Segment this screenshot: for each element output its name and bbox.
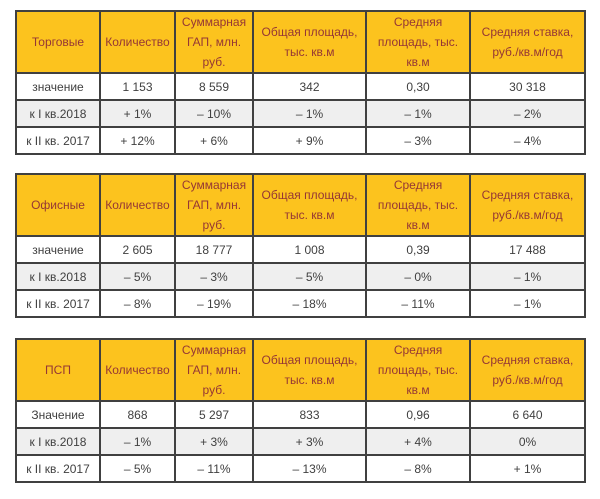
- value-cell: 1 153: [99, 72, 176, 101]
- column-header-avg-area: Средняя площадь, тыс. кв.м: [365, 10, 471, 74]
- value-cell: – 11%: [174, 454, 254, 483]
- column-header-total-area: Общая площадь, тыс. кв.м: [252, 173, 367, 237]
- value-cell: 0,96: [365, 400, 471, 429]
- value-cell: 1 008: [252, 235, 367, 264]
- data-row-vs-q2-2017: к II кв. 2017 + 12% + 6% + 9% – 3% – 4%: [15, 126, 586, 155]
- value-cell: 342: [252, 72, 367, 101]
- data-row-vs-q1-2018: к I кв.2018 – 1% + 3% + 3% + 4% 0%: [15, 427, 586, 456]
- value-cell: 6 640: [469, 400, 586, 429]
- value-cell: 2 605: [99, 235, 176, 264]
- value-cell: – 19%: [174, 289, 254, 318]
- row-label: к I кв.2018: [15, 99, 101, 128]
- value-cell: – 5%: [99, 454, 176, 483]
- value-cell: – 1%: [365, 99, 471, 128]
- retail-table: Торговые Количество Суммарная ГАП, млн. …: [15, 10, 586, 155]
- value-cell: 0,30: [365, 72, 471, 101]
- value-cell: + 3%: [252, 427, 367, 456]
- column-header-total-gap: Суммарная ГАП, млн. руб.: [174, 173, 254, 237]
- data-row-vs-q1-2018: к I кв.2018 + 1% – 10% – 1% – 1% – 2%: [15, 99, 586, 128]
- data-row-vs-q1-2018: к I кв.2018 – 5% – 3% – 5% – 0% – 1%: [15, 262, 586, 291]
- value-cell: + 1%: [99, 99, 176, 128]
- value-cell: – 0%: [365, 262, 471, 291]
- value-cell: – 2%: [469, 99, 586, 128]
- value-cell: – 5%: [252, 262, 367, 291]
- data-row-value: Значение 868 5 297 833 0,96 6 640: [15, 400, 586, 429]
- row-label: Значение: [15, 400, 101, 429]
- value-cell: – 3%: [174, 262, 254, 291]
- column-header-quantity: Количество: [99, 10, 176, 74]
- row-label: к I кв.2018: [15, 427, 101, 456]
- column-header-avg-rate: Средняя ставка, руб./кв.м/год: [469, 173, 586, 237]
- value-cell: 0,39: [365, 235, 471, 264]
- column-header-total-area: Общая площадь, тыс. кв.м: [252, 10, 367, 74]
- row-label: к II кв. 2017: [15, 289, 101, 318]
- value-cell: – 10%: [174, 99, 254, 128]
- column-header-total-area: Общая площадь, тыс. кв.м: [252, 338, 367, 402]
- row-label: значение: [15, 72, 101, 101]
- column-header-avg-rate: Средняя ставка, руб./кв.м/год: [469, 10, 586, 74]
- data-row-vs-q2-2017: к II кв. 2017 – 5% – 11% – 13% – 8% + 1%: [15, 454, 586, 483]
- row-label: к I кв.2018: [15, 262, 101, 291]
- value-cell: – 4%: [469, 126, 586, 155]
- header-row: ПСП Количество Суммарная ГАП, млн. руб. …: [15, 338, 586, 402]
- column-header-quantity: Количество: [99, 173, 176, 237]
- data-row-value: значение 2 605 18 777 1 008 0,39 17 488: [15, 235, 586, 264]
- value-cell: + 6%: [174, 126, 254, 155]
- table-title-psp: ПСП: [15, 338, 101, 402]
- value-cell: 30 318: [469, 72, 586, 101]
- column-header-avg-area: Средняя площадь, тыс. кв.м: [365, 338, 471, 402]
- value-cell: – 18%: [252, 289, 367, 318]
- value-cell: 868: [99, 400, 176, 429]
- value-cell: – 1%: [469, 262, 586, 291]
- column-header-total-gap: Суммарная ГАП, млн. руб.: [174, 338, 254, 402]
- value-cell: – 13%: [252, 454, 367, 483]
- column-header-avg-area: Средняя площадь, тыс. кв.м: [365, 173, 471, 237]
- value-cell: 18 777: [174, 235, 254, 264]
- value-cell: + 4%: [365, 427, 471, 456]
- data-row-vs-q2-2017: к II кв. 2017 – 8% – 19% – 18% – 11% – 1…: [15, 289, 586, 318]
- value-cell: – 1%: [99, 427, 176, 456]
- value-cell: + 3%: [174, 427, 254, 456]
- value-cell: – 11%: [365, 289, 471, 318]
- value-cell: 0%: [469, 427, 586, 456]
- value-cell: – 1%: [469, 289, 586, 318]
- value-cell: – 8%: [99, 289, 176, 318]
- header-row: Офисные Количество Суммарная ГАП, млн. р…: [15, 173, 586, 237]
- table-title-office: Офисные: [15, 173, 101, 237]
- value-cell: 8 559: [174, 72, 254, 101]
- value-cell: + 12%: [99, 126, 176, 155]
- column-header-quantity: Количество: [99, 338, 176, 402]
- row-label: значение: [15, 235, 101, 264]
- row-label: к II кв. 2017: [15, 454, 101, 483]
- value-cell: 833: [252, 400, 367, 429]
- value-cell: – 5%: [99, 262, 176, 291]
- value-cell: + 1%: [469, 454, 586, 483]
- value-cell: – 1%: [252, 99, 367, 128]
- value-cell: – 3%: [365, 126, 471, 155]
- table-title-retail: Торговые: [15, 10, 101, 74]
- row-label: к II кв. 2017: [15, 126, 101, 155]
- column-header-avg-rate: Средняя ставка, руб./кв.м/год: [469, 338, 586, 402]
- value-cell: + 9%: [252, 126, 367, 155]
- header-row: Торговые Количество Суммарная ГАП, млн. …: [15, 10, 586, 74]
- value-cell: 5 297: [174, 400, 254, 429]
- value-cell: – 8%: [365, 454, 471, 483]
- column-header-total-gap: Суммарная ГАП, млн. руб.: [174, 10, 254, 74]
- psp-table: ПСП Количество Суммарная ГАП, млн. руб. …: [15, 338, 586, 483]
- value-cell: 17 488: [469, 235, 586, 264]
- data-row-value: значение 1 153 8 559 342 0,30 30 318: [15, 72, 586, 101]
- office-table: Офисные Количество Суммарная ГАП, млн. р…: [15, 173, 586, 318]
